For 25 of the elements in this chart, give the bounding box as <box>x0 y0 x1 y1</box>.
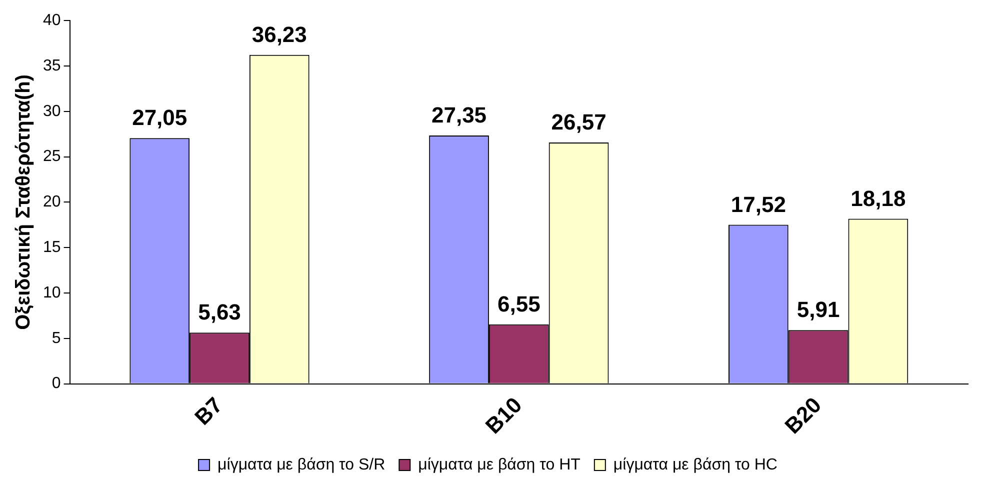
y-tick-label: 0 <box>52 375 61 392</box>
y-tick-label: 20 <box>43 194 61 211</box>
data-label: 17,52 <box>730 192 786 217</box>
y-tick-label: 10 <box>43 284 61 302</box>
data-label: 36,23 <box>252 22 307 47</box>
y-tick-label: 5 <box>52 330 61 347</box>
y-tick-label: 15 <box>43 239 61 256</box>
legend-label: μίγματα με βάση το HT <box>418 456 581 474</box>
y-axis-title: Οξειδωτική Σταθερότητα(h) <box>12 74 35 330</box>
y-tick-label: 40 <box>43 12 61 30</box>
y-tick-label: 30 <box>43 102 61 120</box>
x-tick-label: B20 <box>780 392 826 438</box>
data-label: 18,18 <box>850 186 906 211</box>
data-label: 6,55 <box>497 291 540 316</box>
data-label: 5,63 <box>198 300 241 325</box>
data-label: 27,05 <box>132 105 188 130</box>
x-tick-label: B10 <box>480 392 527 438</box>
data-label: 26,57 <box>551 110 606 135</box>
legend-label: μίγματα με βάση το HC <box>613 456 778 474</box>
data-label: 27,35 <box>431 102 487 128</box>
data-label: 5,91 <box>796 297 840 322</box>
y-tick-label: 25 <box>43 148 61 166</box>
y-tick-label: 35 <box>43 57 61 74</box>
legend-label: μίγματα με βάση το S/R <box>218 456 386 474</box>
x-tick-label: B7 <box>190 392 228 430</box>
